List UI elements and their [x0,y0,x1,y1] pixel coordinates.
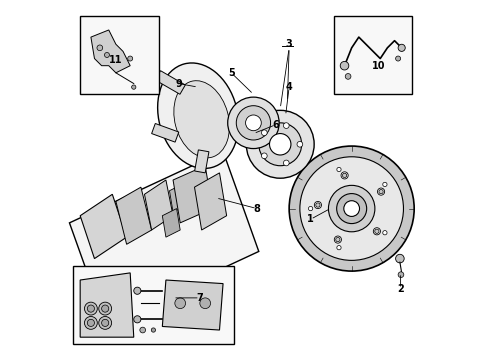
Text: 7: 7 [196,293,203,303]
Circle shape [308,206,312,211]
Circle shape [283,160,288,166]
Circle shape [336,167,341,172]
Circle shape [102,319,108,327]
Polygon shape [162,280,223,330]
Circle shape [334,236,341,243]
Circle shape [374,229,378,233]
Ellipse shape [157,63,238,168]
Text: 2: 2 [396,284,403,294]
Text: 4: 4 [285,82,292,92]
Circle shape [382,231,386,235]
Bar [151,123,179,142]
Circle shape [378,189,383,194]
Circle shape [299,157,403,260]
Circle shape [245,115,261,131]
Circle shape [343,201,359,216]
Circle shape [283,123,288,129]
Text: 6: 6 [272,120,279,130]
Circle shape [151,328,155,332]
Circle shape [269,134,290,155]
Polygon shape [80,273,134,337]
Circle shape [345,73,350,79]
Circle shape [87,305,94,312]
Polygon shape [173,166,212,223]
Circle shape [99,302,111,315]
Polygon shape [91,30,130,73]
Ellipse shape [173,81,229,158]
Text: 11: 11 [109,55,122,65]
Polygon shape [69,152,258,323]
Polygon shape [80,194,126,258]
Circle shape [314,202,321,208]
Circle shape [99,316,111,329]
Bar [73,266,233,344]
Circle shape [227,97,279,149]
Circle shape [246,111,313,178]
Circle shape [340,62,348,70]
Circle shape [342,173,346,177]
Circle shape [382,182,386,186]
Text: 10: 10 [371,61,385,71]
Circle shape [340,172,347,179]
Circle shape [397,272,403,278]
Polygon shape [162,208,180,237]
Circle shape [328,185,374,232]
Bar [155,71,185,94]
Text: 3: 3 [285,39,292,49]
Circle shape [102,305,108,312]
Circle shape [134,316,141,323]
Circle shape [134,287,141,294]
Circle shape [84,302,97,315]
Circle shape [261,153,266,159]
Polygon shape [144,180,173,230]
Circle shape [395,254,404,263]
Circle shape [104,53,109,58]
Circle shape [127,56,132,61]
Circle shape [336,194,366,224]
Circle shape [131,85,136,89]
Polygon shape [169,184,187,212]
Circle shape [397,44,405,51]
Circle shape [372,228,380,235]
Circle shape [84,316,97,329]
Circle shape [336,246,341,250]
Polygon shape [116,187,151,244]
Bar [194,150,208,173]
Circle shape [377,188,384,195]
Circle shape [140,327,145,333]
Text: 8: 8 [253,203,260,213]
Circle shape [315,203,320,207]
Bar [333,16,411,94]
Circle shape [97,45,102,51]
Circle shape [288,146,413,271]
Circle shape [258,123,301,166]
Circle shape [175,298,185,309]
Circle shape [296,141,302,147]
Text: 1: 1 [306,214,313,224]
Circle shape [395,56,400,61]
Text: 5: 5 [227,68,234,78]
Circle shape [200,298,210,309]
Circle shape [236,106,270,140]
Polygon shape [194,173,226,230]
Text: 9: 9 [175,78,182,89]
Circle shape [87,319,94,327]
Bar [80,16,159,94]
Circle shape [335,238,339,242]
Circle shape [261,130,266,136]
